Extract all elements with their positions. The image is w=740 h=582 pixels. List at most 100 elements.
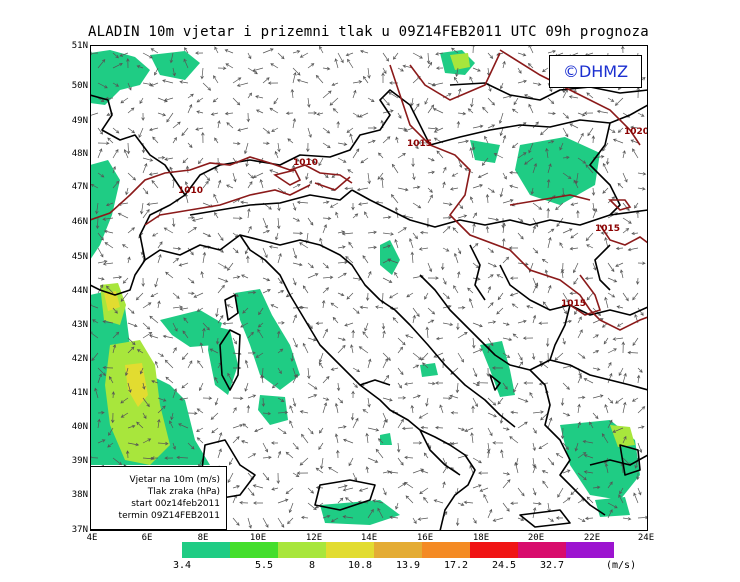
wind-arrow: [450, 441, 459, 446]
wind-arrow: [243, 142, 249, 155]
wind-arrow: [329, 202, 339, 208]
wind-arrow: [232, 485, 240, 489]
wind-arrow: [292, 337, 298, 348]
wind-arrow: [242, 423, 249, 429]
wind-arrow: [308, 111, 318, 115]
wind-arrow: [502, 256, 510, 264]
wind-arrow: [301, 433, 309, 444]
wind-arrow: [127, 442, 140, 447]
wind-arrow: [382, 97, 390, 106]
wind-arrow: [322, 66, 331, 71]
wind-arrow: [214, 397, 219, 406]
wind-arrow: [277, 217, 281, 230]
info-variable-wind: Vjetar na 10m (m/s): [129, 475, 220, 485]
wind-arrow: [120, 397, 129, 404]
wind-arrow: [382, 418, 387, 429]
legend-swatch: [470, 542, 518, 558]
wind-arrow: [457, 111, 467, 116]
wind-arrow: [97, 59, 106, 69]
wind-arrow: [352, 307, 360, 314]
wind-arrow: [97, 247, 104, 258]
wind-arrow: [97, 232, 104, 241]
wind-arrow: [277, 397, 285, 402]
wind-arrow: [603, 337, 609, 345]
wind-arrow: [285, 487, 294, 495]
wind-arrow: [196, 437, 204, 444]
wind-arrow: [562, 442, 569, 450]
wind-arrow: [307, 63, 315, 69]
wind-arrow: [292, 231, 304, 236]
wind-arrow: [277, 202, 281, 212]
wind-arrow: [292, 442, 299, 450]
wind-arrow: [472, 484, 482, 489]
wind-arrow: [316, 112, 324, 116]
wind-arrow: [179, 307, 189, 311]
wind-arrow: [517, 517, 525, 521]
wind-arrow: [337, 337, 346, 342]
wind-arrow: [120, 292, 129, 302]
wind-arrow: [240, 200, 249, 205]
wind-arrow: [607, 397, 614, 404]
wind-arrow: [125, 187, 129, 196]
wind-arrow: [517, 79, 528, 84]
wind-arrow: [136, 421, 144, 429]
info-variable-pressure: Tlak zraka (hPa): [147, 487, 220, 497]
wind-arrow: [257, 322, 264, 328]
wind-arrow: [592, 334, 599, 339]
wind-arrow: [201, 131, 205, 144]
wind-arrow: [213, 75, 219, 84]
wind-arrow: [232, 423, 244, 429]
wind-arrow: [337, 260, 348, 265]
wind-arrow: [477, 172, 489, 179]
wind-arrow: [367, 67, 371, 79]
wind-arrow: [345, 256, 354, 264]
wind-arrow: [210, 112, 219, 116]
wind-arrow: [337, 425, 347, 429]
wind-arrow: [142, 412, 147, 420]
map-title: ALADIN 10m vjetar i prizemni tlak u 09Z1…: [88, 24, 649, 40]
wind-arrow: [502, 479, 511, 489]
wind-arrow: [103, 229, 114, 234]
wind-arrow: [322, 90, 332, 99]
wind-arrow: [511, 142, 519, 149]
wind-arrow: [350, 344, 354, 354]
wind-arrow: [547, 97, 555, 105]
wind-arrow: [630, 139, 639, 144]
wind-arrow: [390, 194, 399, 204]
wind-arrow: [502, 337, 513, 342]
wind-arrow: [322, 287, 330, 294]
wind-arrow: [345, 52, 354, 57]
wind-arrow: [247, 331, 254, 339]
wind-arrow: [618, 367, 624, 377]
wind-arrow: [97, 141, 110, 145]
wind-arrow: [511, 303, 519, 309]
wind-arrow: [362, 331, 369, 339]
wind-arrow: [532, 487, 537, 496]
wind-arrow: [232, 97, 241, 106]
wind-arrow: [245, 157, 249, 168]
wind-arrow: [502, 199, 514, 204]
wind-arrow: [439, 404, 444, 414]
wind-arrow: [247, 225, 252, 234]
wind-arrow: [178, 262, 189, 267]
wind-arrow: [217, 179, 222, 189]
wind-arrow: [615, 246, 624, 251]
wind-arrow: [334, 58, 339, 69]
wind-arrow: [487, 302, 494, 309]
wind-arrow: [157, 418, 161, 429]
wind-arrow: [483, 493, 489, 504]
wind-arrow: [226, 304, 234, 309]
wind-arrow: [472, 243, 479, 249]
wind-arrow: [307, 157, 317, 164]
wind-arrow: [292, 217, 301, 222]
wind-arrow: [292, 277, 297, 286]
wind-arrow: [97, 439, 106, 444]
wind-arrow: [482, 106, 489, 114]
wind-arrow: [187, 215, 195, 220]
wind-arrow: [247, 208, 251, 219]
wind-arrow: [217, 284, 225, 294]
wind-arrow: [555, 202, 564, 211]
wind-arrow: [292, 202, 297, 211]
wind-arrow: [541, 67, 549, 73]
legend-value: 3.4: [172, 560, 192, 571]
